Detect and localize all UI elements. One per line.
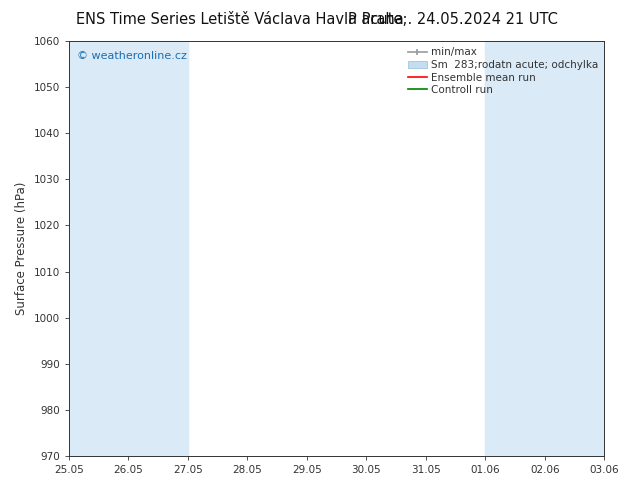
Bar <box>69 41 188 456</box>
Bar <box>485 41 634 456</box>
Y-axis label: Surface Pressure (hPa): Surface Pressure (hPa) <box>15 182 28 315</box>
Legend: min/max, Sm  283;rodatn acute; odchylka, Ensemble mean run, Controll run: min/max, Sm 283;rodatn acute; odchylka, … <box>404 43 602 99</box>
Text: © weatheronline.cz: © weatheronline.cz <box>77 51 187 61</box>
Text: ENS Time Series Letiště Václava Havla Praha: ENS Time Series Letiště Václava Havla Pr… <box>76 12 404 27</box>
Text: P acute;. 24.05.2024 21 UTC: P acute;. 24.05.2024 21 UTC <box>348 12 558 27</box>
